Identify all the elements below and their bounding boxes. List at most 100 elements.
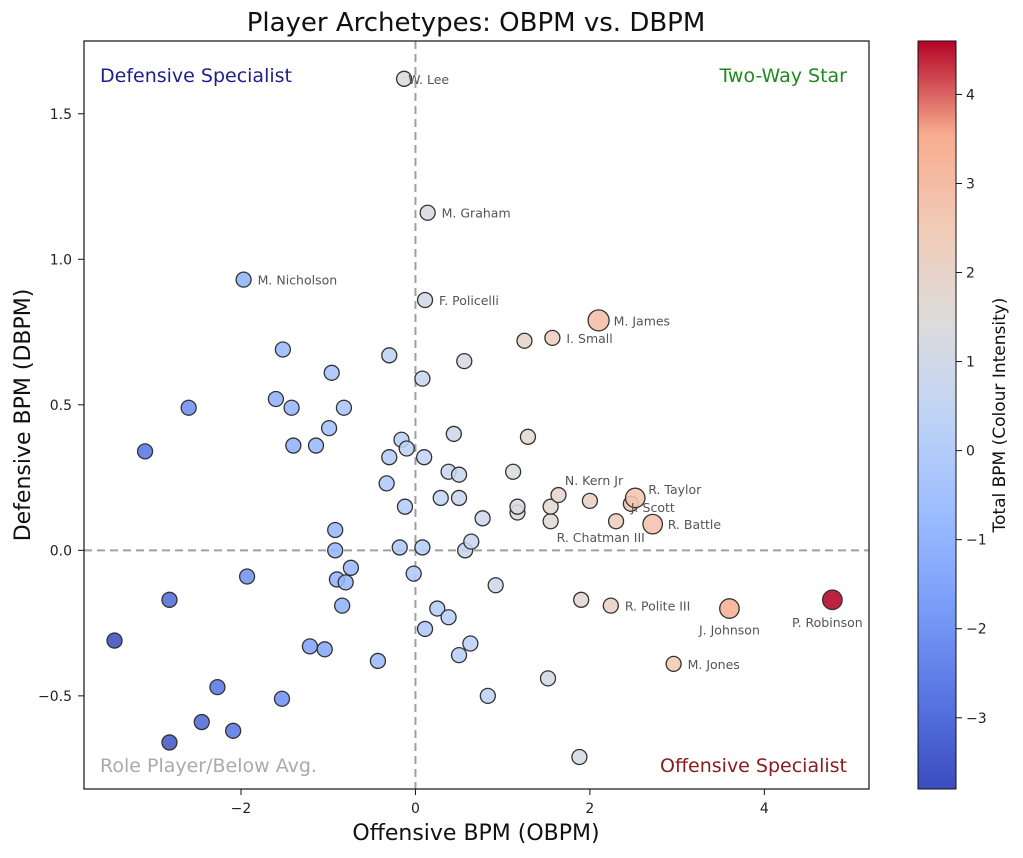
data-point [238,568,256,585]
point-label: M. Jones [688,657,740,672]
data-point [504,463,522,480]
data-point [381,347,398,364]
quadrant-label: Defensive Specialist [100,65,292,87]
y-tick-label: 0.5 [50,398,72,414]
chart-title: Player Archetypes: OBPM vs. DBPM [247,8,706,38]
data-point [463,533,480,550]
colorbar-tick-label: 0 [966,444,975,460]
data-point [587,309,610,332]
point-label: W. Lee [408,72,449,87]
data-point [571,748,588,766]
data-point [285,437,302,454]
point-label: N. Kern Jr [565,473,624,488]
quadrant-label: Two-Way Star [718,65,847,87]
data-point [378,475,395,492]
data-point [642,513,664,535]
data-point [821,589,843,611]
data-point [327,542,344,559]
data-point [445,425,462,443]
reference-lines [84,41,869,789]
x-tick-label: 2 [585,801,594,817]
point-label: J. Johnson [698,623,760,638]
x-axis-ticks: −2 0 2 4 [231,789,769,817]
data-point [602,597,619,614]
point-label: J. Scott [630,500,675,515]
data-point [414,370,431,387]
data-point [432,489,449,507]
data-point [381,449,398,466]
data-point [450,489,468,507]
data-point [327,521,344,539]
data-point [334,597,351,614]
data-point [462,635,479,652]
point-label: P. Robinson [792,615,863,630]
data-point [396,498,414,515]
data-point [479,687,496,705]
data-point [440,609,457,626]
data-point [509,498,526,515]
data-point [224,722,242,739]
data-point [474,510,491,527]
data-point [106,632,123,649]
colorbar-tick-label: 1 [966,355,975,371]
data-point [719,598,740,619]
colorbar-tick-label: −1 [966,533,987,549]
data-point [316,641,333,658]
data-point [429,600,446,617]
data-point [542,513,559,530]
data-point [450,466,468,483]
data-point [573,591,590,608]
data-point [161,591,178,608]
data-point [335,399,353,416]
x-axis-label: Offensive BPM (OBPM) [352,821,599,846]
x-tick-label: 0 [411,801,420,817]
y-tick-label: 1.0 [50,252,72,268]
data-point [607,513,625,530]
y-tick-label: 0.0 [50,543,72,559]
data-point [136,443,154,460]
colorbar-tick-label: 3 [966,176,975,192]
data-point [307,437,325,454]
data-point [273,690,291,707]
data-point [416,620,434,638]
data-point [550,486,567,504]
point-label: R. Taylor [648,482,702,497]
data-point [283,399,300,416]
point-label: R. Battle [668,517,722,532]
point-label: I. Small [566,331,612,346]
data-point [337,574,354,591]
plot-frame [83,40,870,790]
x-tick-label: 4 [760,801,769,817]
data-point [414,539,431,556]
quadrant-label: Offensive Specialist [660,755,847,777]
data-point [209,678,226,696]
colorbar-tick-label: 4 [966,87,975,103]
y-tick-label: −0.5 [38,689,72,705]
data-point [419,204,436,221]
x-tick-label: −2 [231,801,252,817]
data-point [581,492,599,510]
data-point [323,364,340,381]
data-point [369,652,387,670]
y-axis-ticks: −0.5 0.0 0.5 1.0 1.5 [38,107,84,705]
data-point [301,638,319,655]
colorbar [917,40,957,790]
data-point [161,734,178,751]
data-point [542,498,559,515]
data-point [235,271,252,288]
data-point [320,419,338,437]
quadrant-label: Role Player/Below Avg. [100,755,317,777]
data-point [519,428,537,445]
point-label: M. Graham [442,206,511,221]
data-point [665,655,682,672]
data-point [416,449,433,466]
colorbar-tick-label: −3 [966,711,987,727]
colorbar-label: Total BPM (Colour Intensity) [990,298,1010,534]
data-point [180,399,197,416]
point-label: M. James [614,313,670,328]
data-point [450,646,468,664]
data-point [405,565,422,582]
quadrant-labels: Defensive Specialist Two-Way Star Role Pla… [100,65,847,777]
data-point [398,440,415,457]
